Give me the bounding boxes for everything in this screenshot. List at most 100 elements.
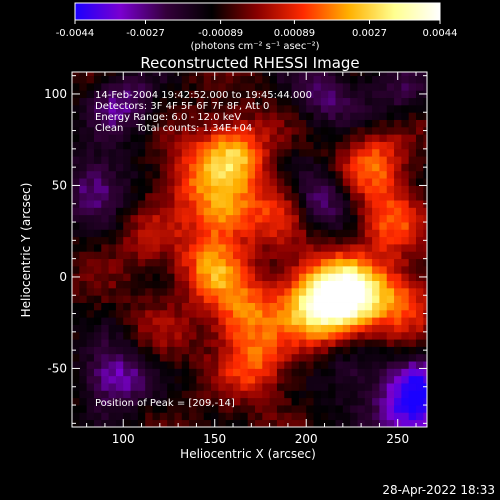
heatmap-cell (247, 324, 256, 333)
heatmap-cell (298, 185, 307, 194)
heatmap-cell (101, 207, 109, 216)
heatmap-cell (364, 302, 373, 311)
heatmap-cell (313, 134, 322, 142)
heatmap-cell (342, 295, 351, 303)
heatmap-cell (423, 244, 427, 252)
heatmap-cell (313, 273, 322, 282)
heatmap-cell (284, 258, 292, 267)
heatmap-cell (269, 134, 278, 142)
heatmap-cell (350, 72, 358, 77)
heatmap-cell (137, 236, 146, 245)
heatmap-cell (79, 265, 88, 274)
heatmap-cell (284, 331, 292, 340)
heatmap-cell (328, 104, 336, 113)
heatmap-cell (298, 405, 307, 413)
heatmap-cell (328, 207, 336, 216)
heatmap-cell (320, 104, 329, 113)
heatmap-cell (357, 309, 366, 318)
heatmap-cell (167, 141, 175, 150)
heatmap-cell (79, 353, 88, 362)
heatmap-cell (372, 163, 380, 172)
heatmap-cell (108, 309, 117, 318)
heatmap-cell (350, 361, 358, 369)
heatmap-cell (247, 405, 256, 413)
heatmap-cell (181, 156, 190, 164)
heatmap-cell (101, 244, 109, 252)
heatmap-cell (357, 214, 366, 223)
heatmap-cell (320, 317, 329, 325)
heatmap-cell (181, 251, 190, 260)
heatmap-cell (335, 156, 344, 164)
heatmap-cell (225, 251, 234, 260)
heatmap-cell (108, 185, 117, 194)
heatmap-cell (320, 280, 329, 289)
heatmap-cell (254, 346, 263, 355)
heatmap-cell (174, 405, 183, 413)
heatmap-cell (276, 214, 285, 223)
heatmap-cell (218, 273, 227, 282)
heatmap-cell (93, 368, 102, 377)
heatmap-cell (115, 280, 124, 289)
heatmap-cell (123, 412, 131, 421)
heatmap-cell (108, 412, 117, 421)
heatmap-cell (262, 104, 271, 113)
heatmap-cell (159, 258, 168, 267)
heatmap-cell (394, 178, 402, 186)
heatmap-cell (313, 258, 322, 267)
heatmap-cell (167, 383, 175, 391)
heatmap-cell (167, 126, 175, 135)
heatmap-cell (233, 72, 241, 77)
heatmap-cell (401, 75, 410, 84)
heatmap-cell (79, 302, 88, 311)
heatmap-cell (145, 178, 153, 186)
heatmap-cell (269, 273, 278, 282)
heatmap-cell (328, 412, 336, 421)
heatmap-cell (364, 229, 373, 238)
heatmap-cell (203, 148, 212, 157)
heatmap-cell (130, 126, 139, 135)
heatmap-cell (313, 331, 322, 340)
heatmap-cell (276, 353, 285, 362)
heatmap-cell (225, 119, 234, 128)
heatmap-cell (408, 295, 417, 303)
heatmap-cell (167, 192, 175, 201)
heatmap-cell (225, 170, 234, 179)
heatmap-cell (416, 309, 424, 318)
heatmap-cell (364, 112, 373, 120)
heatmap-cell (342, 222, 351, 230)
heatmap-cell (225, 72, 234, 77)
heatmap-cell (115, 302, 124, 311)
heatmap-cell (423, 222, 427, 230)
heatmap-cell (233, 200, 241, 208)
heatmap-cell (313, 82, 322, 91)
heatmap-cell (269, 148, 278, 157)
heatmap-cell (240, 97, 249, 106)
heatmap-cell (357, 324, 366, 333)
heatmap-cell (298, 273, 307, 282)
heatmap-cell (196, 295, 205, 303)
heatmap-cell (394, 353, 402, 362)
heatmap-cell (159, 75, 168, 84)
heatmap-cell (357, 368, 366, 377)
heatmap-cell (240, 265, 249, 274)
heatmap-cell (145, 112, 153, 120)
heatmap-cell (320, 229, 329, 238)
heatmap-cell (350, 214, 358, 223)
heatmap-cell (189, 302, 197, 311)
heatmap-cell (130, 280, 139, 289)
heatmap-cell (379, 273, 388, 282)
heatmap-cell (130, 75, 139, 84)
heatmap-cell (350, 244, 358, 252)
heatmap-cell (408, 72, 417, 77)
heatmap-cell (79, 148, 88, 157)
heatmap-cell (350, 134, 358, 142)
heatmap-cell (416, 178, 424, 186)
heatmap-cell (196, 280, 205, 289)
heatmap-cell (357, 405, 366, 413)
heatmap-cell (342, 119, 351, 128)
heatmap-cell (254, 273, 263, 282)
heatmap-cell (372, 419, 380, 427)
heatmap-cell (357, 170, 366, 179)
heatmap-cell (306, 90, 314, 99)
